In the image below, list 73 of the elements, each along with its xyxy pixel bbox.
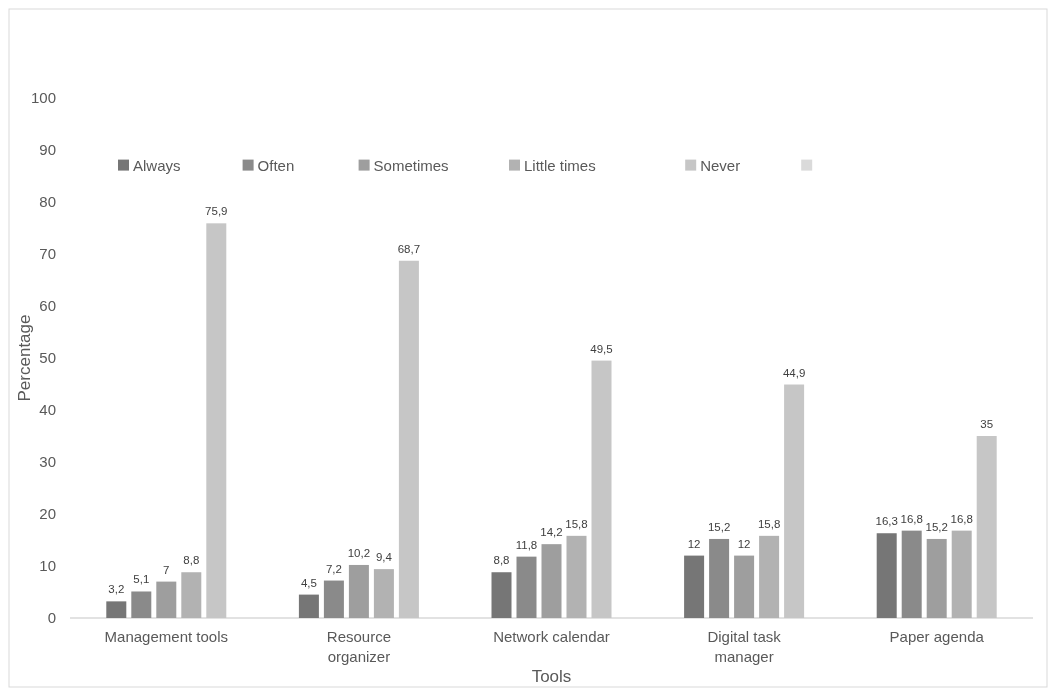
bar (491, 572, 512, 618)
x-tick-label: Resource organizer (326, 628, 391, 665)
data-label: 15,2 (707, 520, 731, 533)
x-tick-label: Digital task manager (707, 628, 782, 665)
data-label: 8,8 (493, 554, 510, 567)
bar (566, 535, 587, 618)
bar (516, 556, 537, 618)
x-tick-label: Paper agenda (889, 628, 985, 645)
bar (298, 594, 319, 618)
bar (926, 538, 947, 618)
data-label: 12 (687, 537, 701, 550)
legend-label: Always (133, 156, 181, 174)
data-label: 12 (737, 537, 751, 550)
legend-label: Often (257, 156, 295, 174)
data-label: 11,8 (515, 538, 538, 551)
data-label: 16,3 (875, 515, 898, 528)
bar (876, 533, 897, 618)
data-label: 49,5 (590, 342, 613, 355)
data-label: 16,8 (950, 512, 973, 525)
bar (591, 360, 612, 618)
x-axis-title: Tools (531, 667, 572, 686)
data-label: 3,2 (108, 583, 125, 596)
data-label: 15,8 (565, 517, 588, 530)
data-label: 15,8 (757, 517, 781, 530)
bar (759, 535, 780, 618)
data-label: 7 (163, 563, 170, 576)
y-tick-label: 20 (39, 505, 56, 522)
data-label: 68,7 (397, 242, 421, 255)
data-label: 15,2 (925, 520, 948, 533)
legend-label: Little times (524, 156, 596, 174)
legend-label: Sometimes (373, 156, 449, 174)
bar (398, 260, 419, 618)
bar (323, 580, 344, 618)
bar (131, 591, 152, 618)
data-label: 8,8 (183, 554, 200, 567)
bar (784, 384, 805, 618)
data-label: 35 (980, 418, 994, 430)
y-tick-label: 30 (39, 453, 56, 470)
y-tick-label: 80 (39, 193, 56, 210)
bar (373, 569, 394, 618)
y-tick-label: 10 (39, 557, 56, 574)
bar (348, 564, 369, 618)
y-tick-label: 70 (39, 245, 56, 262)
bar (734, 555, 755, 618)
data-label: 75,9 (205, 205, 228, 218)
y-tick-label: 40 (39, 401, 56, 418)
bar (206, 223, 227, 618)
y-tick-label: 60 (39, 297, 56, 314)
data-label: 5,1 (133, 573, 150, 586)
data-label: 7,2 (325, 562, 342, 575)
bar (684, 555, 705, 618)
data-label: 16,8 (900, 512, 923, 525)
data-label: 10,2 (347, 546, 371, 559)
bar (901, 530, 922, 618)
bar (951, 530, 972, 618)
y-tick-label: 0 (47, 609, 56, 626)
bar (156, 581, 177, 618)
legend-label: Never (700, 156, 741, 174)
y-tick-label: 100 (30, 89, 56, 106)
data-label: 9,4 (375, 551, 393, 564)
bar (541, 544, 562, 618)
x-tick-label: Network calendar (493, 628, 610, 645)
bar (709, 538, 730, 618)
y-tick-label: 90 (39, 141, 56, 158)
data-label: 14,2 (540, 526, 563, 539)
bar (976, 436, 997, 618)
data-label: 44,9 (782, 366, 806, 379)
bar (181, 572, 202, 618)
x-tick-label: Management tools (104, 628, 228, 645)
y-axis-title: Percentage (15, 314, 34, 402)
bar (106, 601, 127, 618)
y-tick-label: 50 (39, 349, 56, 366)
data-label: 4,5 (300, 576, 317, 589)
